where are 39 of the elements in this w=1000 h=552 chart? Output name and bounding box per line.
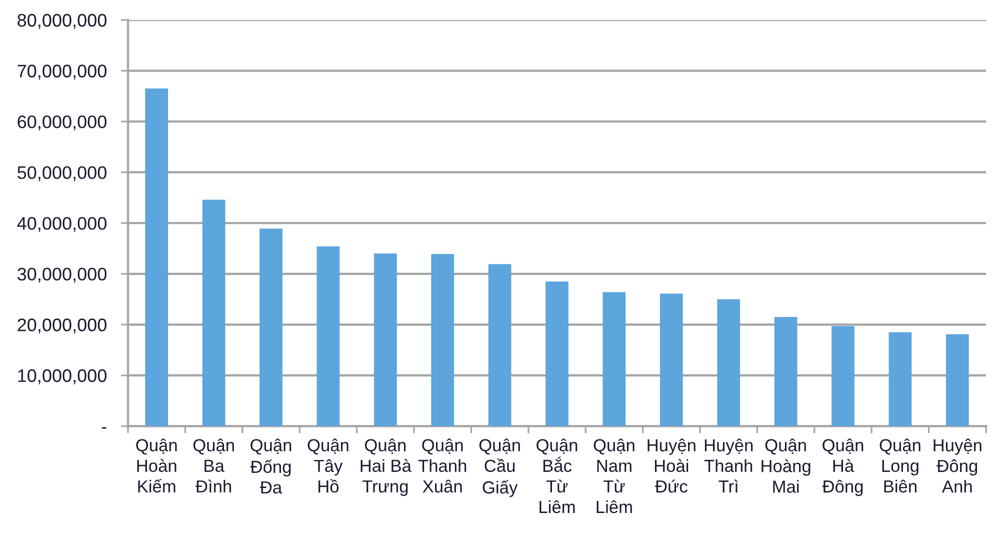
bar bbox=[488, 264, 512, 426]
x-tick-label: Quận Hà Đông bbox=[822, 438, 864, 496]
x-tick-label: Quận Tây Hồ bbox=[308, 438, 348, 493]
y-tick-label: 10,000,000 bbox=[18, 369, 106, 384]
x-tick-label: Quận Hai Bà Trưng bbox=[360, 438, 412, 496]
bar bbox=[832, 326, 854, 426]
bar bbox=[546, 281, 568, 426]
bar bbox=[660, 294, 683, 426]
x-tick-label: Quận Ba Đình bbox=[193, 438, 234, 492]
x-tick-label: Quận Đống Đa bbox=[250, 438, 292, 494]
x-tick-label: Quận Nam Từ Liêm bbox=[594, 438, 634, 514]
x-tick-label: Quận Bắc Từ Liêm bbox=[536, 438, 578, 514]
x-tick-label: Huyện Thanh Trì bbox=[704, 438, 753, 492]
y-tick-label: - bbox=[102, 427, 106, 429]
y-tick-label: 20,000,000 bbox=[18, 318, 106, 334]
x-tick-label: Quận Hoàng Mai bbox=[762, 438, 810, 493]
x-tick-label: Huyện Hoài Đức bbox=[648, 438, 696, 493]
bar bbox=[431, 254, 454, 426]
bar bbox=[260, 228, 282, 426]
y-tick-label: 50,000,000 bbox=[18, 166, 106, 182]
bar bbox=[602, 292, 626, 426]
bar bbox=[316, 246, 340, 426]
bar bbox=[717, 299, 740, 426]
x-tick-label: Quận Hoàn Kiếm bbox=[136, 438, 177, 493]
y-tick-label: 80,000,000 bbox=[18, 14, 106, 29]
bar bbox=[946, 334, 969, 426]
bar bbox=[888, 332, 912, 426]
y-tick-label: 70,000,000 bbox=[18, 64, 106, 80]
y-tick-label: 40,000,000 bbox=[17, 217, 106, 232]
bar bbox=[145, 88, 168, 426]
bar bbox=[374, 254, 397, 426]
bar bbox=[774, 316, 798, 426]
y-tick-label: 60,000,000 bbox=[18, 115, 106, 130]
x-tick-label: Quận Long Biên bbox=[880, 438, 920, 493]
x-tick-label: Huyện Đông Anh bbox=[934, 438, 982, 493]
x-tick-label: Quận Thanh Xuân bbox=[418, 438, 466, 493]
x-tick-label: Quận Cầu Giấy bbox=[479, 438, 520, 498]
bar bbox=[202, 200, 226, 426]
y-tick-label: 30,000,000 bbox=[18, 268, 106, 283]
